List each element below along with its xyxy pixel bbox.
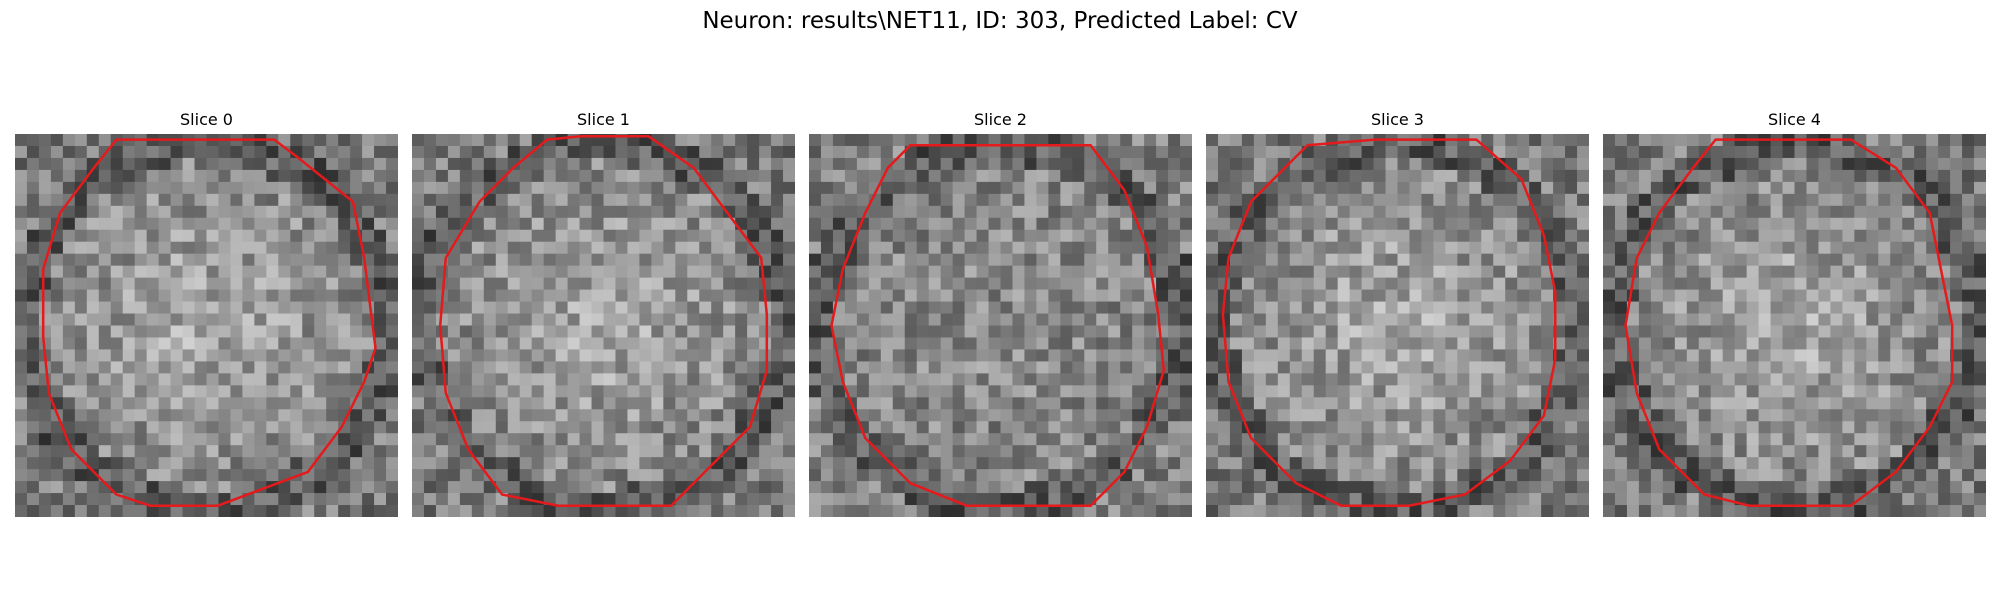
slice-panel-3: Slice 3 <box>1206 0 1589 600</box>
slice-image <box>15 134 398 517</box>
slice-svg <box>809 134 1192 517</box>
slice-panel-1: Slice 1 <box>412 0 795 600</box>
slice-panel-2: Slice 2 <box>809 0 1192 600</box>
neuron-contour <box>41 138 377 507</box>
slice-svg <box>412 134 795 517</box>
slice-image <box>412 134 795 517</box>
slice-title: Slice 4 <box>1768 110 1821 129</box>
slice-title: Slice 1 <box>577 110 630 129</box>
slice-image <box>1206 134 1589 517</box>
figure-title: Neuron: results\NET11, ID: 303, Predicte… <box>702 8 1298 34</box>
slice-panel-0: Slice 0 <box>15 0 398 600</box>
slice-svg <box>1603 134 1986 517</box>
slice-svg <box>15 134 398 517</box>
neuron-contour <box>1624 138 1954 507</box>
slice-panel-4: Slice 4 <box>1603 0 1986 600</box>
slice-title: Slice 2 <box>974 110 1027 129</box>
slice-title: Slice 0 <box>180 110 233 129</box>
neuron-contour <box>1221 138 1557 507</box>
slice-image <box>1603 134 1986 517</box>
neuron-contour <box>830 144 1166 507</box>
neuron-contour <box>438 135 769 507</box>
slice-title: Slice 3 <box>1371 110 1424 129</box>
slice-image <box>809 134 1192 517</box>
slice-svg <box>1206 134 1589 517</box>
